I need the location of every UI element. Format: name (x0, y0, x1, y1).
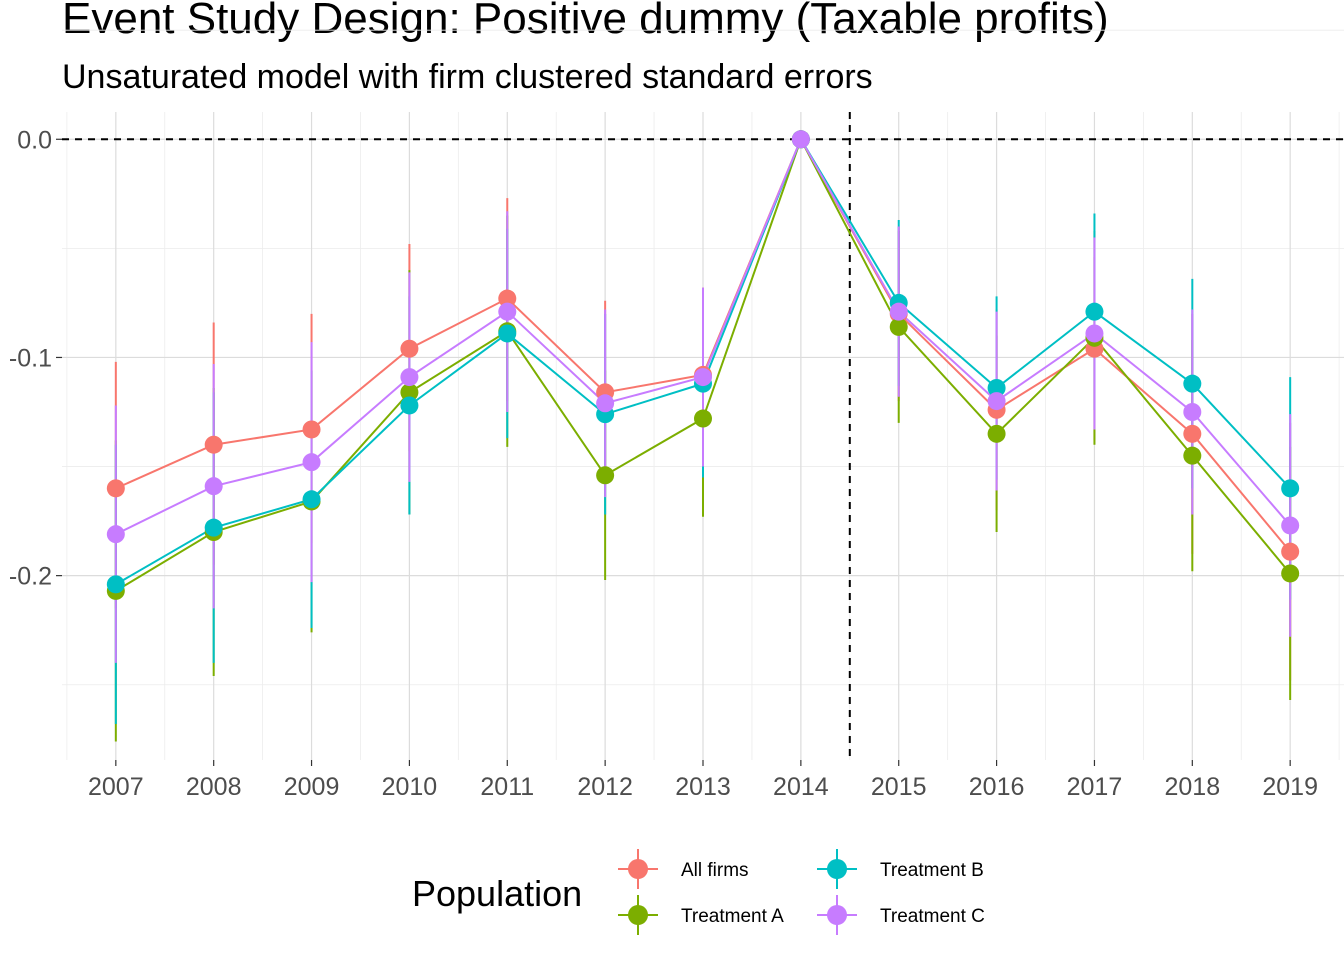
legend: Population All firms Treatment A Treatment… (412, 849, 985, 935)
y-tick-label: -0.2 (9, 563, 52, 591)
x-tick-label: 2011 (480, 773, 534, 801)
data-point (498, 302, 517, 321)
x-tick-label: 2015 (871, 773, 927, 801)
x-tick-label: 2017 (1067, 773, 1123, 801)
data-point (596, 466, 615, 485)
data-point (400, 339, 419, 358)
legend-label: Treatment A (681, 906, 784, 927)
data-point (791, 130, 810, 149)
x-tick-label: 2007 (88, 773, 144, 801)
x-tick-label: 2013 (675, 773, 731, 801)
data-point (400, 368, 419, 387)
x-tick-label: 2018 (1165, 773, 1221, 801)
x-tick-label: 2009 (284, 773, 340, 801)
legend-key-point (628, 859, 648, 879)
data-point (400, 396, 419, 415)
data-point (302, 490, 321, 509)
data-point (596, 394, 615, 413)
data-point (106, 525, 125, 544)
data-point (987, 392, 1006, 411)
legend-key-point (628, 905, 648, 925)
chart-subtitle: Unsaturated model with firm clustered st… (62, 58, 873, 96)
legend-title: Population (412, 873, 582, 914)
legend-key-point (827, 905, 847, 925)
data-point (694, 409, 712, 428)
legend-label: Treatment B (880, 860, 984, 881)
axis-ticks: 0.0 -0.1 -0.2 2007 2008 2009 2010 2011 2012 2013 2… (9, 126, 1318, 801)
data-point (889, 302, 908, 321)
x-tick-label: 2010 (382, 773, 438, 801)
data-point (400, 383, 419, 402)
data-point (1183, 424, 1202, 443)
chart-title: Event Study Design: Positive dummy (Taxa… (62, 0, 1109, 43)
data-point (302, 453, 321, 472)
legend-label: All firms (681, 860, 749, 881)
data-point (1281, 564, 1300, 583)
data-point (1183, 403, 1202, 421)
x-tick-label: 2012 (577, 773, 633, 801)
data-point (1281, 516, 1300, 535)
data-point (1085, 302, 1104, 321)
x-tick-label: 2008 (186, 773, 242, 801)
data-point (1183, 374, 1202, 393)
data-point (1281, 479, 1300, 498)
data-point (1281, 542, 1300, 561)
data-point (987, 379, 1006, 397)
data-point (204, 518, 223, 537)
data-point (1183, 446, 1202, 465)
data-point (694, 368, 712, 387)
data-point (204, 435, 223, 454)
x-tick-label: 2019 (1262, 773, 1318, 801)
data-point (498, 289, 517, 308)
data-points (106, 130, 1300, 600)
data-point (987, 424, 1006, 443)
data-point (302, 420, 321, 439)
data-point (106, 479, 125, 498)
y-tick-label: 0.0 (17, 126, 52, 154)
data-point (889, 317, 908, 336)
x-tick-label: 2014 (773, 773, 829, 801)
data-point (498, 324, 517, 343)
y-tick-label: -0.1 (9, 344, 52, 372)
legend-key-point (827, 859, 847, 879)
x-tick-label: 2016 (969, 773, 1025, 801)
legend-label: Treatment C (880, 906, 985, 927)
data-point (204, 477, 223, 496)
data-point (1085, 324, 1104, 343)
legend-keys: All firms Treatment A Treatment B Treatment… (618, 849, 985, 935)
data-point (106, 575, 125, 594)
